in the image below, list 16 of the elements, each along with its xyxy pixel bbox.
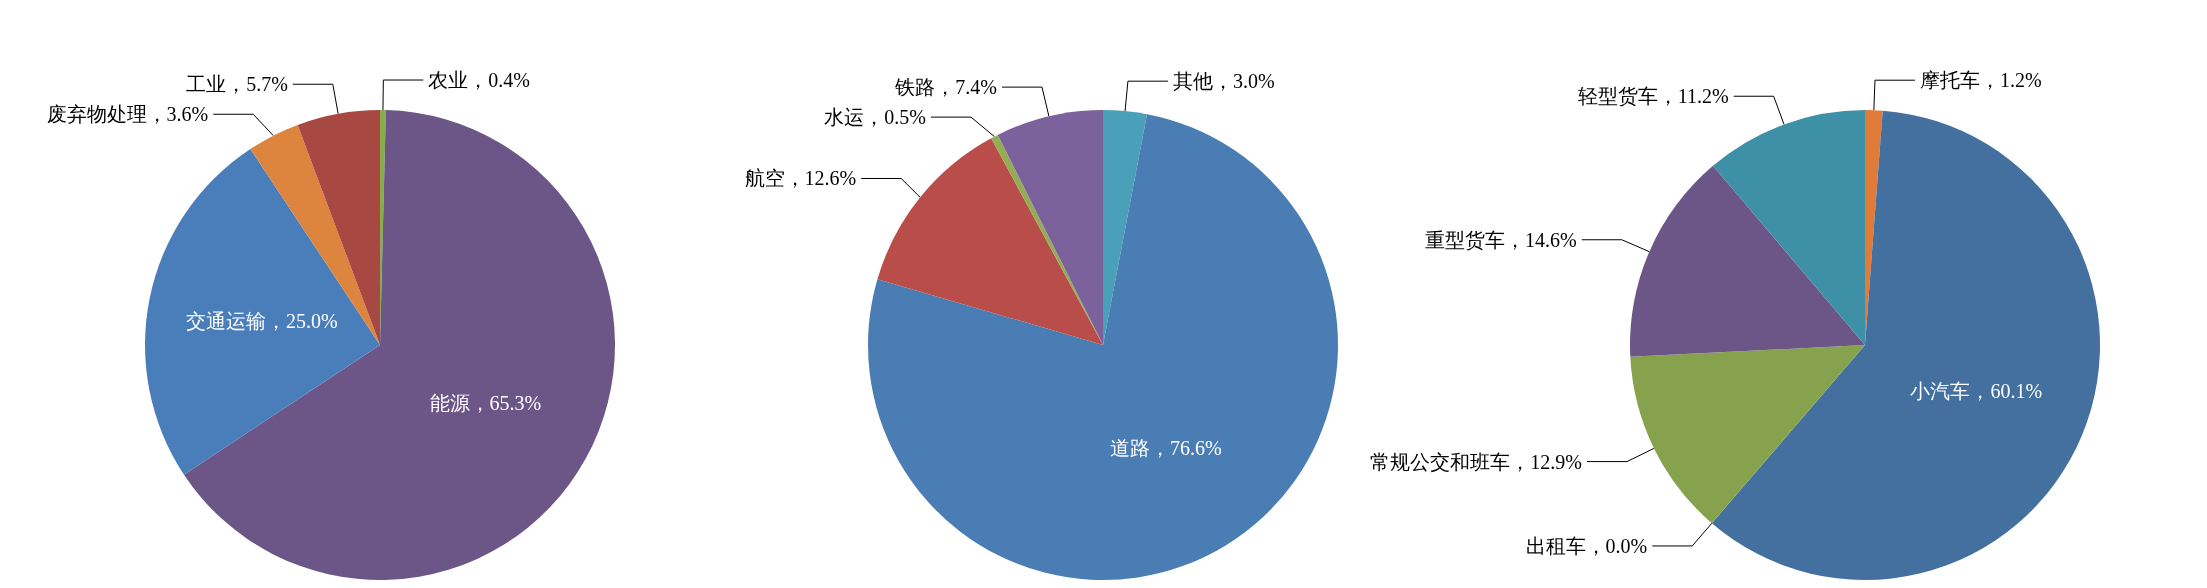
slice-label: 常规公交和班车，12.9% bbox=[1370, 450, 1583, 473]
slice-label: 铁路，7.4% bbox=[894, 76, 998, 99]
slice-label: 摩托车，1.2% bbox=[1919, 69, 2042, 92]
slice-label: 能源，65.3% bbox=[429, 392, 542, 415]
slice-label: 交通运输，25.0% bbox=[186, 309, 338, 332]
slice-label: 其他，3.0% bbox=[1172, 70, 1275, 93]
slice-label: 农业，0.4% bbox=[428, 69, 530, 92]
slice-label: 轻型货车，11.2% bbox=[1577, 85, 1729, 108]
slice-label: 废弃物处理，3.6% bbox=[46, 103, 209, 126]
slice-label: 航空，12.6% bbox=[744, 167, 857, 190]
legend-label: 出租车，0.0% bbox=[1525, 534, 1648, 557]
slice-label: 小汽车，60.1% bbox=[1910, 380, 2043, 403]
slice-label: 道路，76.6% bbox=[1110, 436, 1222, 459]
slice-label: 水运，0.5% bbox=[824, 106, 926, 129]
slice-label: 工业，5.7% bbox=[186, 73, 288, 96]
slice-label: 重型货车，14.6% bbox=[1425, 228, 1577, 251]
